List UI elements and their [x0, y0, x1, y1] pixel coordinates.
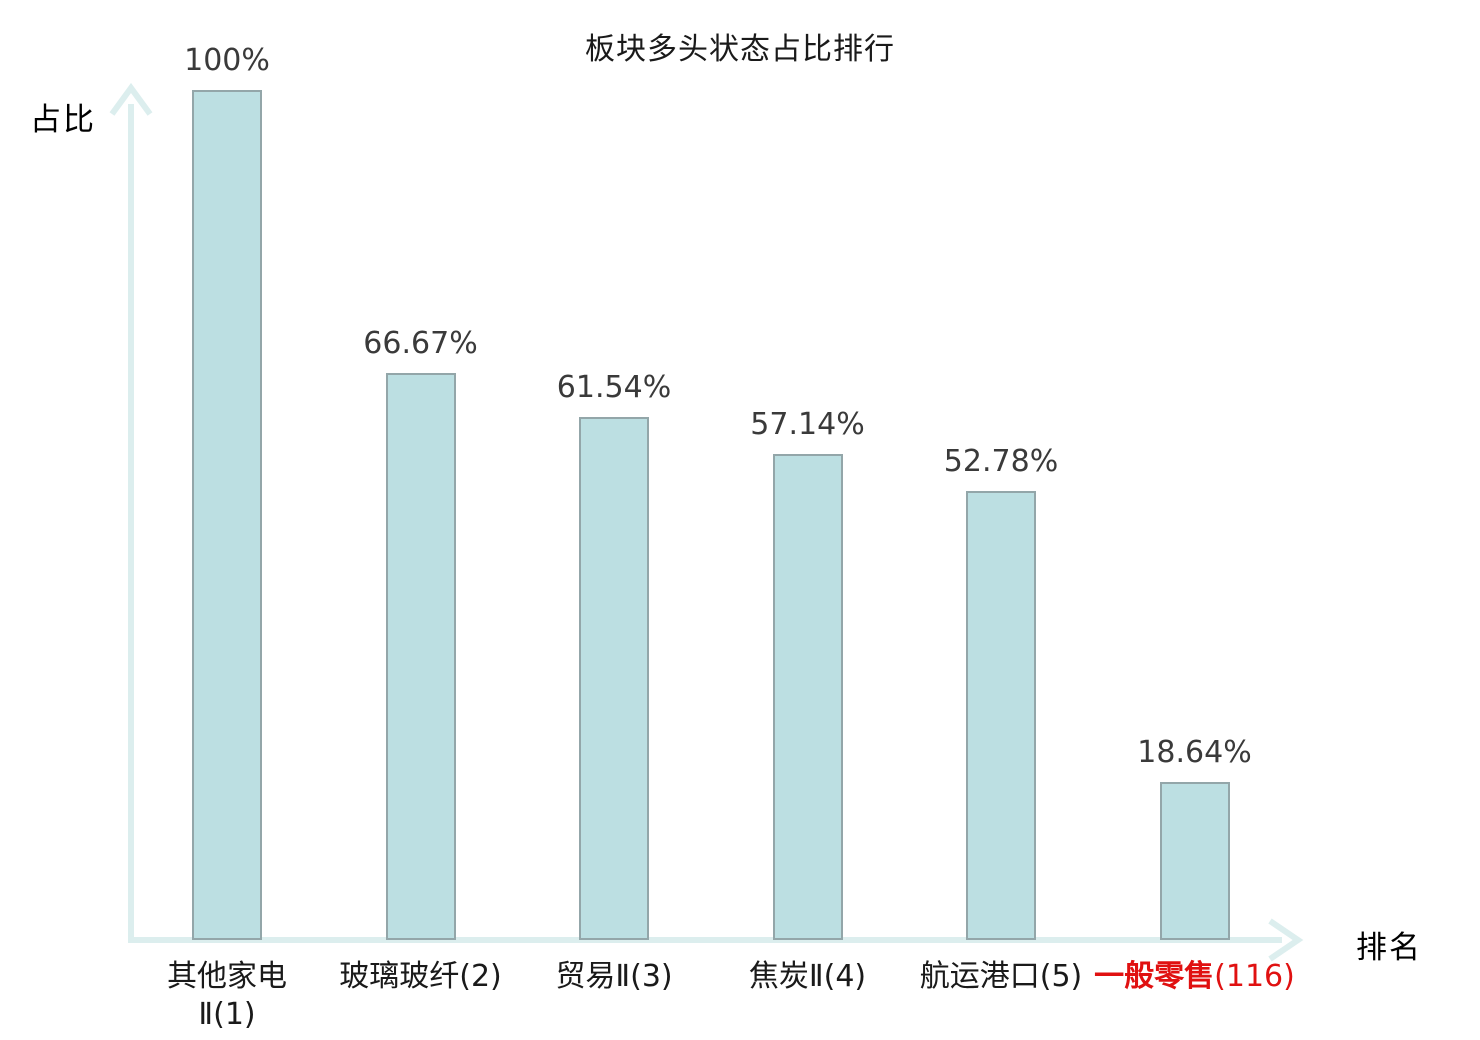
- y-axis-arrow-icon: [109, 82, 153, 116]
- bar: [579, 416, 649, 940]
- bar-value-label: 57.14%: [750, 407, 865, 443]
- bar-value-label: 66.67%: [363, 326, 478, 362]
- category-label: 焦炭Ⅱ(4): [748, 959, 867, 994]
- bar-value-label: 61.54%: [556, 369, 672, 405]
- bar-value-label: 18.64%: [1137, 734, 1252, 770]
- category-label: 玻璃玻纤(2): [339, 959, 502, 994]
- bar: [966, 491, 1036, 940]
- bar: [772, 454, 843, 940]
- x-axis-label: 排名: [1356, 930, 1422, 966]
- chart-title: 板块多头状态占比排行: [585, 32, 895, 67]
- category-label: 贸易Ⅱ(3): [555, 959, 673, 994]
- y-axis-label: 占比: [30, 102, 96, 138]
- bar: [385, 373, 456, 940]
- category-label: 一般零售(116): [1094, 958, 1295, 996]
- bar: [192, 90, 262, 940]
- bar-value-label: 52.78%: [943, 444, 1059, 480]
- category-label-name: 一般零售: [1094, 959, 1215, 994]
- bar: [1159, 781, 1230, 940]
- x-axis-arrow-icon: [1268, 918, 1304, 962]
- category-label: 航运港口(5): [919, 959, 1083, 994]
- category-label: 其他家电 Ⅱ(1): [167, 959, 287, 1032]
- bar-value-label: 100%: [184, 43, 270, 78]
- category-label-rank: (116): [1214, 959, 1295, 994]
